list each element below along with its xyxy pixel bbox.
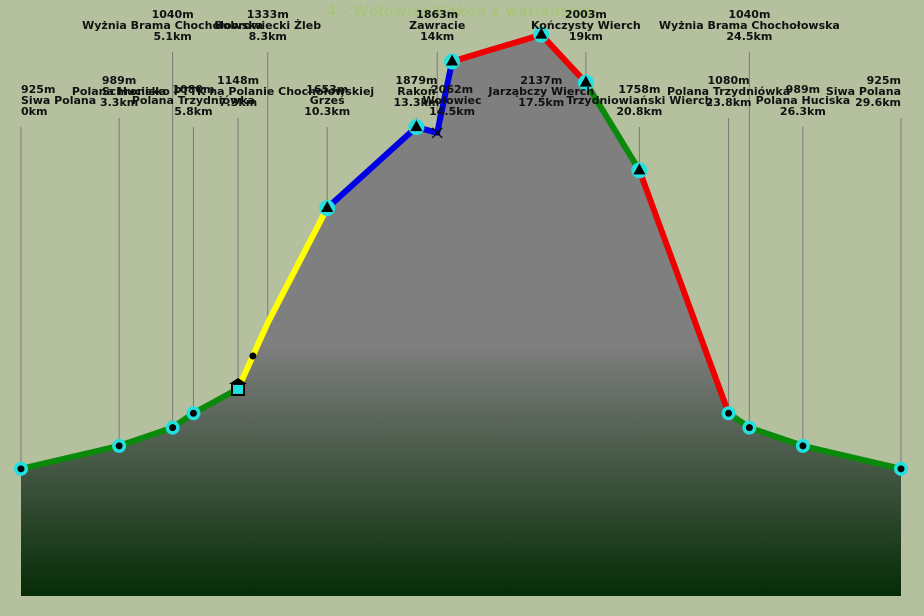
waypoint-elevation-label: 989m xyxy=(102,74,136,87)
waypoint-distance-label: 5.8km xyxy=(174,105,212,118)
waypoint-circle-center xyxy=(115,442,123,450)
route-segments xyxy=(18,31,904,472)
waypoint-distance-label: 19km xyxy=(569,30,603,43)
waypoint-distance-label: 20.8km xyxy=(616,105,662,118)
peak-icon xyxy=(579,75,592,87)
route-segment-6 xyxy=(725,410,904,472)
waypoint-elevation-label: 1863m xyxy=(416,8,458,21)
peak-icon xyxy=(321,201,334,213)
waypoint-distance-label: 10.3km xyxy=(304,105,350,118)
waypoint-distance-label: 7.3km xyxy=(219,96,257,109)
waypoint-elevation-label: 1653m xyxy=(306,83,348,96)
waypoint-name-label: Polana Trzydniówka xyxy=(132,94,255,107)
waypoint-distance-label: 26.3km xyxy=(780,105,826,118)
waypoint-distance-label: 8.3km xyxy=(249,30,287,43)
waypoint-distance-label: 0km xyxy=(21,105,47,118)
waypoint-elevation-label: 2137m xyxy=(520,74,562,87)
peak-icon xyxy=(446,54,459,66)
waypoint-name-label: Jarząbczy Wierch xyxy=(487,85,594,98)
waypoint-elevation-label: 1080m xyxy=(172,83,214,96)
route-segment-1 xyxy=(235,205,331,392)
waypoint-elevation-label: 1040m xyxy=(728,8,770,21)
shelter-icon xyxy=(231,382,246,396)
waypoint-name-label: Zawracie xyxy=(409,19,465,32)
shelter-roof-icon xyxy=(229,377,248,384)
waypoint-distance-label: 14km xyxy=(420,30,454,43)
waypoint-elevation-label: 1148m xyxy=(217,74,259,87)
waypoint-name-label: Polana Huciska xyxy=(756,94,851,107)
elevation-area xyxy=(21,34,901,596)
waypoint-elevation-label: 925m xyxy=(21,83,55,96)
waypoint-elevation-label: 989m xyxy=(786,83,820,96)
peak-icon xyxy=(535,27,548,39)
waypoint-distance-label: 29.6km xyxy=(855,96,901,109)
waypoint-circle-center xyxy=(799,442,807,450)
waypoint-name-label: Trzydniowiański Wierch xyxy=(566,94,712,107)
waypoint-circle-center xyxy=(189,409,197,417)
junction-dot-icon xyxy=(249,352,257,360)
waypoint-distance-label: 23.8km xyxy=(706,96,752,109)
waypoint-elevation-label: 2003m xyxy=(565,8,607,21)
waypoint-distance-label: 13.3km xyxy=(393,96,439,109)
waypoint-name-label: Polana Huciska xyxy=(72,85,167,98)
waypoint-markers xyxy=(14,26,908,476)
waypoint-circle-center xyxy=(897,465,905,473)
route-segment-2 xyxy=(324,58,456,211)
waypoint-name-label: Wyżnia Brama Chochołowska xyxy=(659,19,840,32)
waypoint-distance-label: 24.5km xyxy=(726,30,772,43)
waypoint-distance-label: 3.3km xyxy=(100,96,138,109)
waypoint-elevation-label: 1879m xyxy=(395,74,437,87)
waypoint-elevation-label: 1040m xyxy=(152,8,194,21)
waypoint-name-label: Bobrowiecki Żleb xyxy=(214,18,321,32)
waypoint-name-label: Polana Trzydniówka xyxy=(667,85,790,98)
route-segment-4 xyxy=(582,79,643,174)
waypoint-name-label: Wołowiec xyxy=(423,94,482,107)
route-segment-5 xyxy=(636,167,732,417)
waypoint-name-label: Grześ xyxy=(310,94,345,107)
waypoint-elevation-label: 2062m xyxy=(431,83,473,96)
waypoint-distance-label: 17.5km xyxy=(518,96,564,109)
waypoint-name-label: Schronisko PTTK na Polanie Chochołowskie… xyxy=(102,85,374,98)
chart-title: 4 - Wołowiec/Rakoń z wariantami xyxy=(326,4,598,20)
waypoint-name-label: Siwa Polana xyxy=(21,94,96,107)
waypoint-distance-label: 5.1km xyxy=(153,30,191,43)
waypoint-name-label: Rakoń xyxy=(397,85,435,98)
waypoint-elevation-label: 925m xyxy=(867,74,901,87)
peak-icon xyxy=(633,163,646,175)
waypoint-elevation-label: 1080m xyxy=(708,74,750,87)
waypoint-circle-center xyxy=(17,465,25,473)
waypoint-name-label: Kończysty Wierch xyxy=(531,19,641,32)
waypoint-elevation-label: 1758m xyxy=(618,83,660,96)
pass-cross-icon xyxy=(431,127,443,139)
waypoint-name-label: Siwa Polana xyxy=(826,85,901,98)
waypoint-distance-label: 14.5km xyxy=(429,105,475,118)
waypoint-elevation-label: 1333m xyxy=(247,8,289,21)
waypoint-name-label: Wyżnia Brama Chochołowska xyxy=(82,19,263,32)
peak-icon xyxy=(410,120,423,132)
waypoint-circle-center xyxy=(745,424,753,432)
waypoint-circle-center xyxy=(725,409,733,417)
waypoint-circle-center xyxy=(169,424,177,432)
